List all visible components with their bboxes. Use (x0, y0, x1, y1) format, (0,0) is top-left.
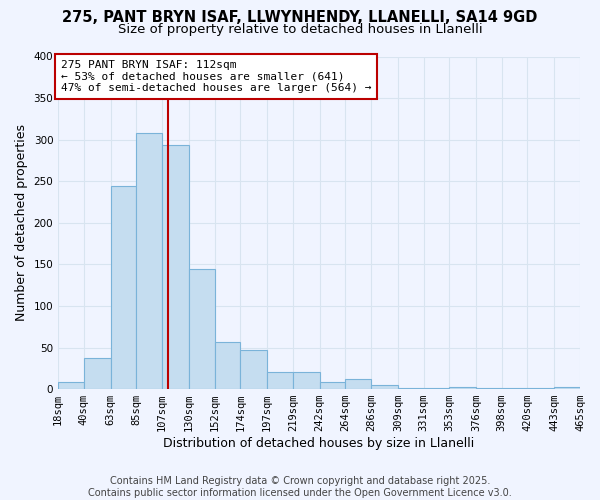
Bar (136, 133, 162, 389)
Text: 275, PANT BRYN ISAF, LLWYNHENDY, LLANELLI, SA14 9GD: 275, PANT BRYN ISAF, LLWYNHENDY, LLANELL… (62, 10, 538, 25)
Bar (215, 342, 240, 389)
Bar (293, 372, 320, 389)
Bar (398, 388, 424, 389)
Text: Size of property relative to detached houses in Llanelli: Size of property relative to detached ho… (118, 22, 482, 36)
Bar (58, 382, 84, 389)
Bar (554, 386, 580, 389)
Bar (346, 379, 371, 389)
Bar (111, 186, 136, 389)
X-axis label: Distribution of detached houses by size in Llanelli: Distribution of detached houses by size … (163, 437, 475, 450)
Bar (240, 350, 267, 389)
Text: 275 PANT BRYN ISAF: 112sqm
← 53% of detached houses are smaller (641)
47% of sem: 275 PANT BRYN ISAF: 112sqm ← 53% of deta… (61, 60, 371, 93)
Bar (371, 385, 398, 389)
Bar (162, 144, 189, 389)
Bar (449, 388, 476, 389)
Bar (527, 388, 554, 389)
Bar (502, 388, 527, 389)
Bar (320, 382, 346, 389)
Bar (84, 358, 111, 389)
Text: Contains HM Land Registry data © Crown copyright and database right 2025.
Contai: Contains HM Land Registry data © Crown c… (88, 476, 512, 498)
Y-axis label: Number of detached properties: Number of detached properties (15, 124, 28, 322)
Bar (267, 372, 293, 389)
Bar (476, 388, 502, 389)
Bar (189, 270, 215, 389)
Bar (424, 388, 449, 389)
